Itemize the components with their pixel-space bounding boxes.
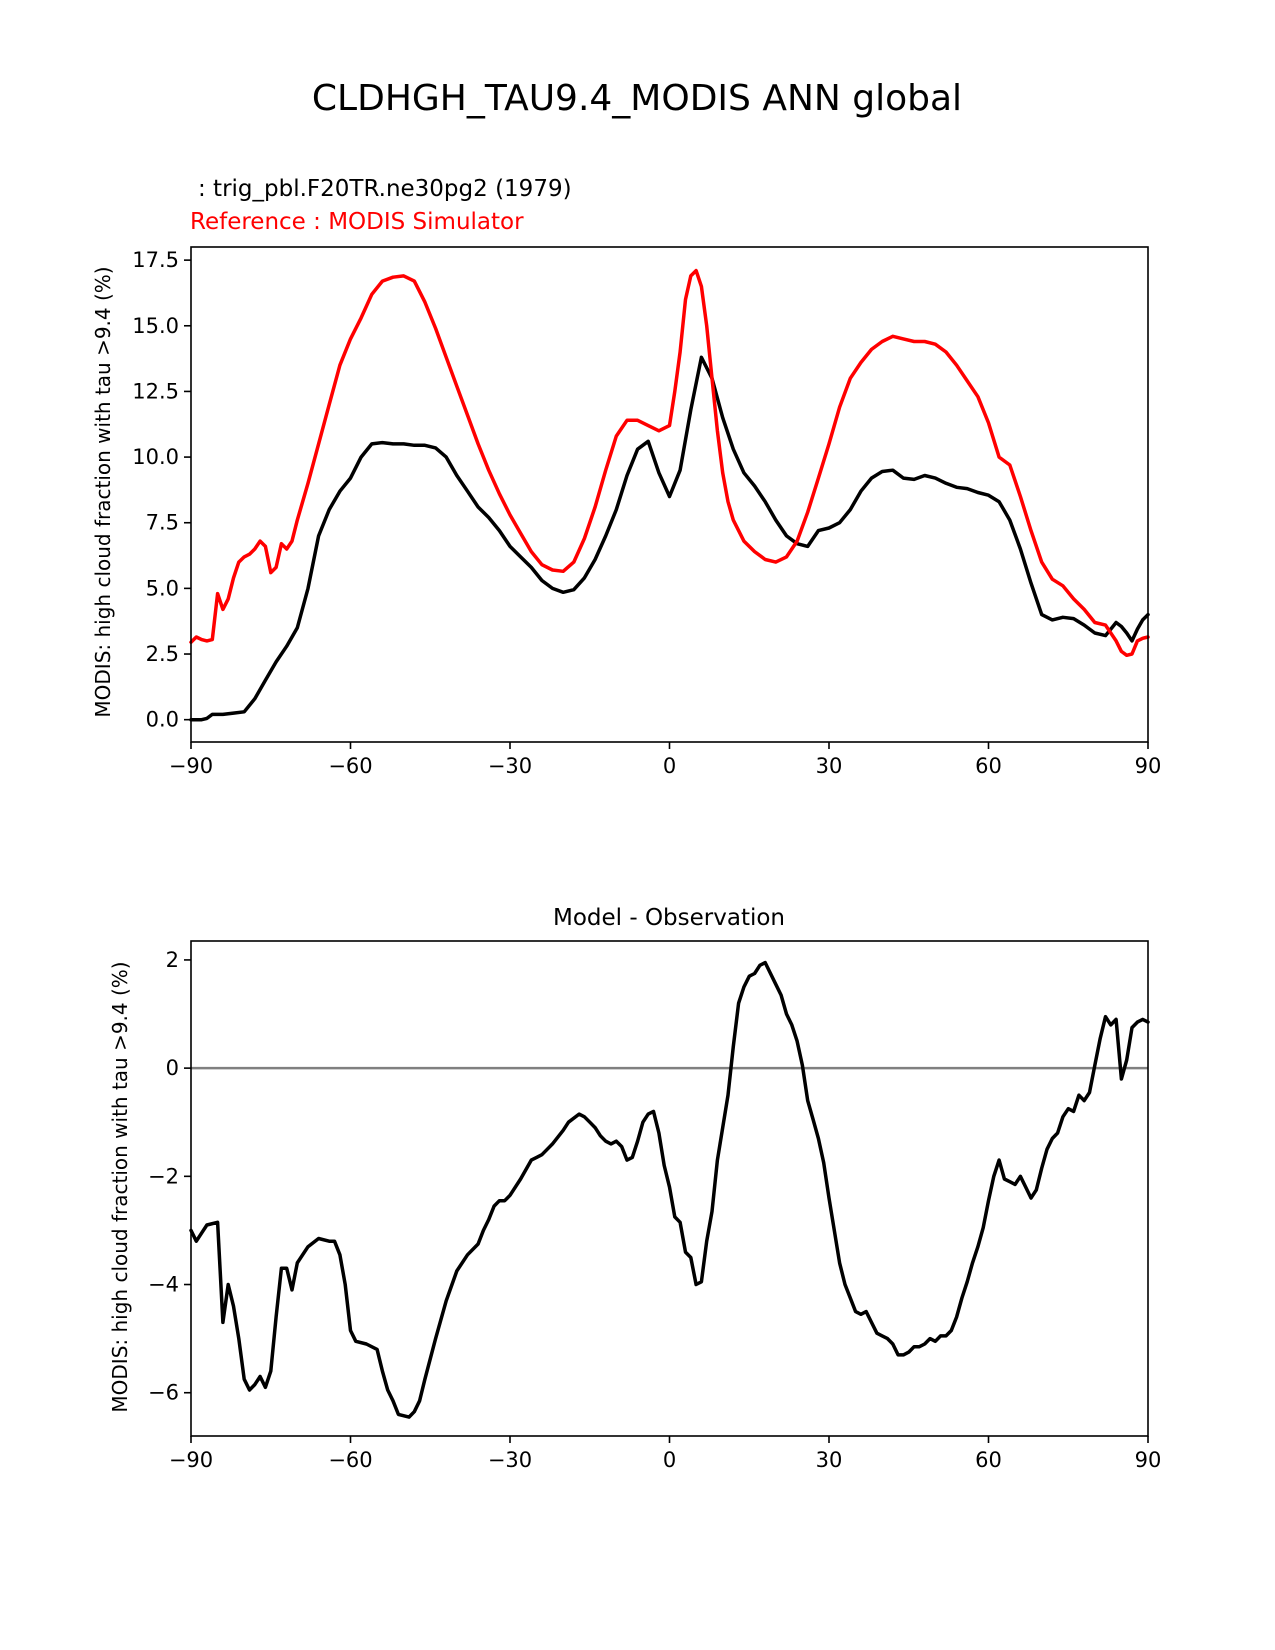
x-tick-label: −90 [169,754,213,778]
y-tick-label: −6 [148,1381,179,1405]
y-tick-label: 0.0 [146,708,179,732]
x-tick-label: 90 [1135,1448,1162,1472]
x-tick-label: 30 [816,1448,843,1472]
y-tick-label: 2.5 [146,642,179,666]
bottom-title: Model - Observation [553,905,785,931]
bottom-panel: Model - Observation MODIS: high cloud fr… [108,905,1161,1472]
y-tick-label: 10.0 [132,445,179,469]
reference-label: Reference : MODIS Simulator [190,209,524,235]
y-tick-label: 0 [166,1056,179,1080]
y-tick-label: 5.0 [146,576,179,600]
x-tick-label: 60 [975,754,1002,778]
x-tick-label: 0 [663,754,676,778]
x-tick-label: −90 [169,1448,213,1472]
series-line-test [189,355,1150,722]
x-tick-label: −60 [328,1448,372,1472]
x-tick-label: 60 [975,1448,1002,1472]
series-line-reference [189,268,1150,658]
y-tick-label: −4 [148,1273,179,1297]
y-tick-label: −2 [148,1164,179,1188]
y-tick-label: 7.5 [146,511,179,535]
series-line-difference [189,960,1150,1419]
figure-suptitle: CLDHGH_TAU9.4_MODIS ANN global [312,78,962,119]
y-tick-label: 2 [166,948,179,972]
top-plot-area: −90 −60 −30 0 30 60 90 0.0 2.5 5.0 7.5 10.0 12.5 15.0… [132,246,1162,778]
bottom-ylabel: MODIS: high cloud fraction with tau >9.4… [108,961,132,1412]
x-tick-label: 0 [663,1448,676,1472]
x-tick-label: 90 [1135,754,1162,778]
bottom-plot-area: −90 −60 −30 0 30 60 90 −6 −4 −2 0 2 [148,940,1162,1472]
y-tick-label: 12.5 [132,379,179,403]
top-panel: : trig_pbl.F20TR.ne30pg2 (1979) Referenc… [91,176,1161,778]
x-tick-label: −30 [488,754,532,778]
x-tick-label: −30 [488,1448,532,1472]
x-tick-label: −60 [328,754,372,778]
y-tick-label: 17.5 [132,248,179,272]
x-tick-label: 30 [816,754,843,778]
top-ylabel: MODIS: high cloud fraction with tau >9.4… [91,266,115,717]
y-tick-label: 15.0 [132,314,179,338]
test-label: : trig_pbl.F20TR.ne30pg2 (1979) [198,176,572,202]
